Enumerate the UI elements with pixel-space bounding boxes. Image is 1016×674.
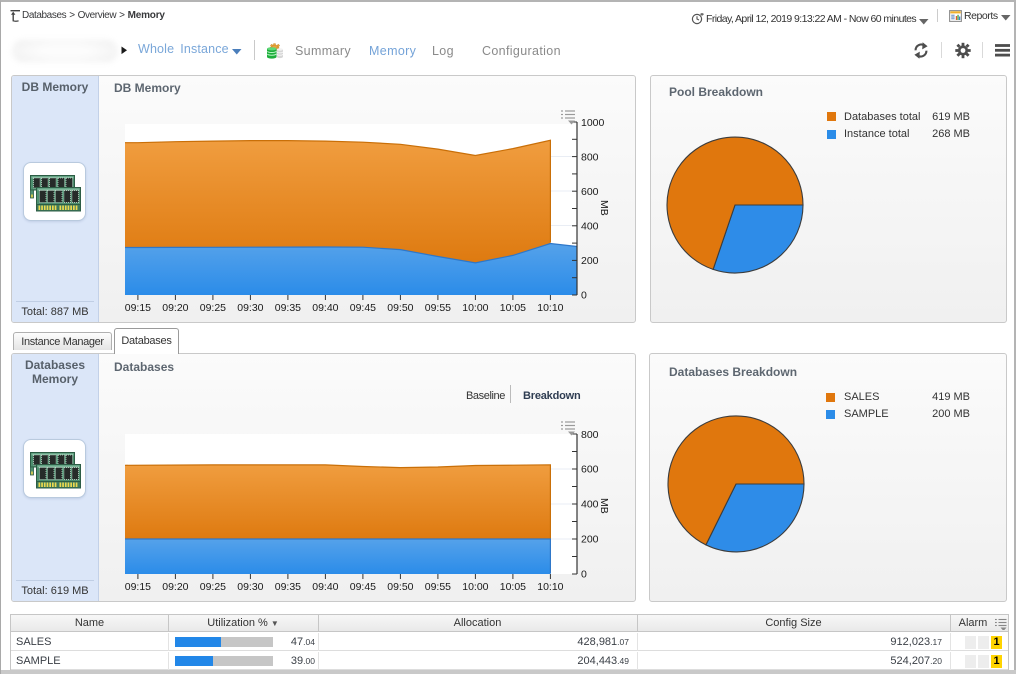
svg-text:10:05: 10:05 (500, 581, 526, 593)
svg-text:10:10: 10:10 (537, 302, 563, 314)
svg-text:10:00: 10:00 (462, 581, 488, 593)
svg-text:09:25: 09:25 (200, 581, 226, 593)
svg-text:1000: 1000 (581, 117, 605, 129)
svg-text:600: 600 (581, 464, 599, 476)
svg-text:200: 200 (581, 534, 599, 546)
svg-text:09:15: 09:15 (125, 302, 151, 314)
svg-text:10:00: 10:00 (462, 302, 488, 314)
svg-text:09:50: 09:50 (387, 302, 413, 314)
svg-text:800: 800 (581, 429, 599, 441)
svg-text:09:55: 09:55 (425, 302, 451, 314)
svg-text:09:15: 09:15 (125, 581, 151, 593)
svg-text:400: 400 (581, 499, 599, 511)
svg-text:600: 600 (581, 186, 599, 198)
svg-text:09:30: 09:30 (237, 581, 263, 593)
svg-text:09:55: 09:55 (425, 581, 451, 593)
svg-text:09:40: 09:40 (312, 581, 338, 593)
svg-text:10:05: 10:05 (500, 302, 526, 314)
svg-text:09:45: 09:45 (350, 302, 376, 314)
svg-text:09:20: 09:20 (162, 302, 188, 314)
svg-text:09:25: 09:25 (200, 302, 226, 314)
svg-text:09:40: 09:40 (312, 302, 338, 314)
svg-text:200: 200 (581, 255, 599, 267)
svg-text:400: 400 (581, 221, 599, 233)
svg-text:0: 0 (581, 290, 587, 302)
svg-text:09:20: 09:20 (162, 581, 188, 593)
svg-text:09:35: 09:35 (275, 581, 301, 593)
svg-text:09:35: 09:35 (275, 302, 301, 314)
svg-text:09:45: 09:45 (350, 581, 376, 593)
svg-text:09:50: 09:50 (387, 581, 413, 593)
svg-text:09:30: 09:30 (237, 302, 263, 314)
svg-text:800: 800 (581, 152, 599, 164)
svg-text:MB: MB (598, 498, 610, 514)
svg-text:MB: MB (598, 200, 610, 216)
svg-text:10:10: 10:10 (537, 581, 563, 593)
svg-text:0: 0 (581, 569, 587, 581)
